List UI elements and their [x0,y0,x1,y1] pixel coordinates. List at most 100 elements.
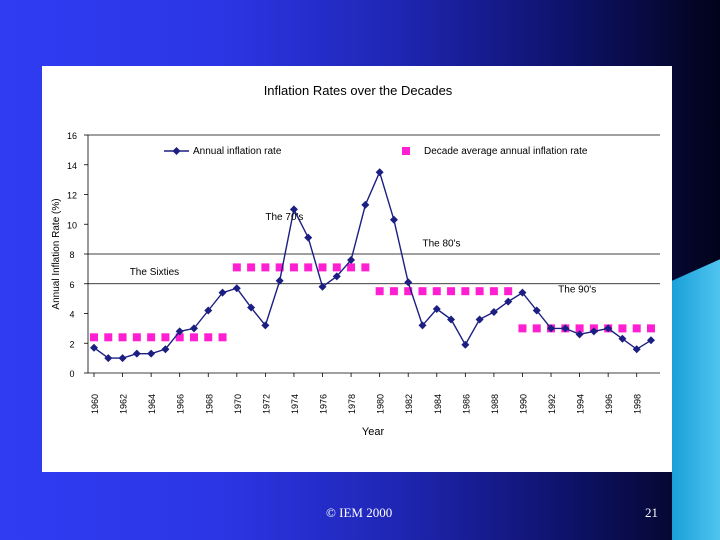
chart-annotation: The Sixties [130,267,179,278]
annual-inflation-point [561,324,570,333]
decade-average-point [318,263,327,272]
decade-average-point [418,287,427,296]
y-tick-label: 14 [67,161,77,171]
annual-inflation-point [504,297,513,306]
annual-inflation-point [189,324,198,333]
slide-page-number: 21 [645,505,658,520]
slide-accent-band [672,259,720,540]
decade-average-point [432,287,441,296]
decade-average-point [175,333,184,342]
x-tick-label: 1994 [576,394,586,414]
annual-inflation-point [232,284,241,293]
decade-average-point [361,263,370,272]
x-tick-label: 1966 [176,394,186,414]
decade-average-point [347,263,356,272]
annual-inflation-point [361,200,370,209]
annual-inflation-point [304,233,313,242]
decade-average-point [504,287,513,296]
y-tick-label: 6 [69,280,74,290]
chart-annotation: The 80's [422,239,460,250]
decade-average-point [261,263,270,272]
y-tick-label: 2 [69,339,74,349]
decade-average-point [575,324,584,333]
annual-inflation-point [347,255,356,264]
decade-average-point [532,324,541,333]
annual-inflation-point [432,305,441,314]
annual-inflation-point [247,303,256,312]
decade-average-point [118,333,127,342]
annual-inflation-point [418,321,427,330]
y-tick-label: 10 [67,220,77,230]
annual-inflation-point [447,315,456,324]
annual-inflation-point [175,327,184,336]
annual-inflation-point [289,205,298,214]
x-axis-title: Year [362,426,385,438]
annual-inflation-point [389,215,398,224]
decade-average-point [632,324,641,333]
annual-inflation-point [90,343,98,352]
chart-annotation: The 90's [558,285,596,296]
annual-inflation-point [575,330,584,339]
legend-annual-label: Annual inflation rate [193,146,282,157]
annual-inflation-point [547,324,556,333]
annual-inflation-point [261,321,270,330]
annual-inflation-point [604,324,613,333]
x-tick-label: 1998 [633,394,643,414]
annual-inflation-point [647,336,655,345]
decade-average-point [375,287,384,296]
decade-average-point [518,324,527,333]
decade-average-point [247,263,256,272]
x-tick-label: 1964 [147,394,157,414]
x-tick-label: 1960 [90,394,100,414]
x-tick-label: 1988 [490,394,500,414]
decade-average-point [147,333,156,342]
decade-average-point [218,333,227,342]
annual-inflation-point [132,349,141,358]
x-tick-label: 1976 [319,394,329,414]
y-tick-label: 12 [67,191,77,201]
x-tick-label: 1996 [604,394,614,414]
x-tick-label: 1962 [119,394,129,414]
annual-inflation-point [332,272,341,281]
decade-average-point [232,263,241,272]
x-tick-label: 1982 [404,394,414,414]
decade-average-point [332,263,341,272]
decade-average-point [304,263,313,272]
annual-inflation-point [104,354,113,363]
x-tick-label: 1980 [376,394,386,414]
x-tick-label: 1972 [261,394,271,414]
decade-average-point [132,333,141,342]
annual-inflation-point [147,349,156,358]
annual-inflation-point [589,327,598,336]
annual-inflation-point [404,278,413,287]
decade-average-point [189,333,198,342]
y-tick-label: 4 [69,310,74,320]
decade-average-point [475,287,484,296]
decade-average-point [389,287,398,296]
x-tick-label: 1968 [204,394,214,414]
annual-inflation-point [518,288,527,297]
x-tick-label: 1978 [347,394,357,414]
decade-average-point [447,287,456,296]
decade-average-point [204,333,213,342]
chart-panel: Inflation Rates over the Decades 0 2 4 6 8 10 1… [42,66,672,472]
annual-inflation-point [532,306,541,315]
x-tick-label: 1970 [233,394,243,414]
decade-average-point [618,324,627,333]
legend-decade-marker [402,147,410,155]
annual-inflation-point [375,168,384,177]
decade-average-point [289,263,298,272]
chart-annotation: The 70's [265,212,303,223]
annual-inflation-point [275,276,284,285]
decade-average-point [104,333,113,342]
annual-inflation-point [618,334,627,343]
y-axis-title: Annual Inflation Rate (%) [51,198,62,309]
x-tick-label: 1984 [433,394,443,414]
x-tick-label: 1992 [547,394,557,414]
legend-decade-label: Decade average annual inflation rate [424,146,588,157]
legend-annual-marker [172,147,181,155]
annual-inflation-point [475,315,484,324]
x-tick-label: 1990 [518,394,528,414]
decade-average-point [275,263,284,272]
annual-inflation-point [161,345,170,354]
